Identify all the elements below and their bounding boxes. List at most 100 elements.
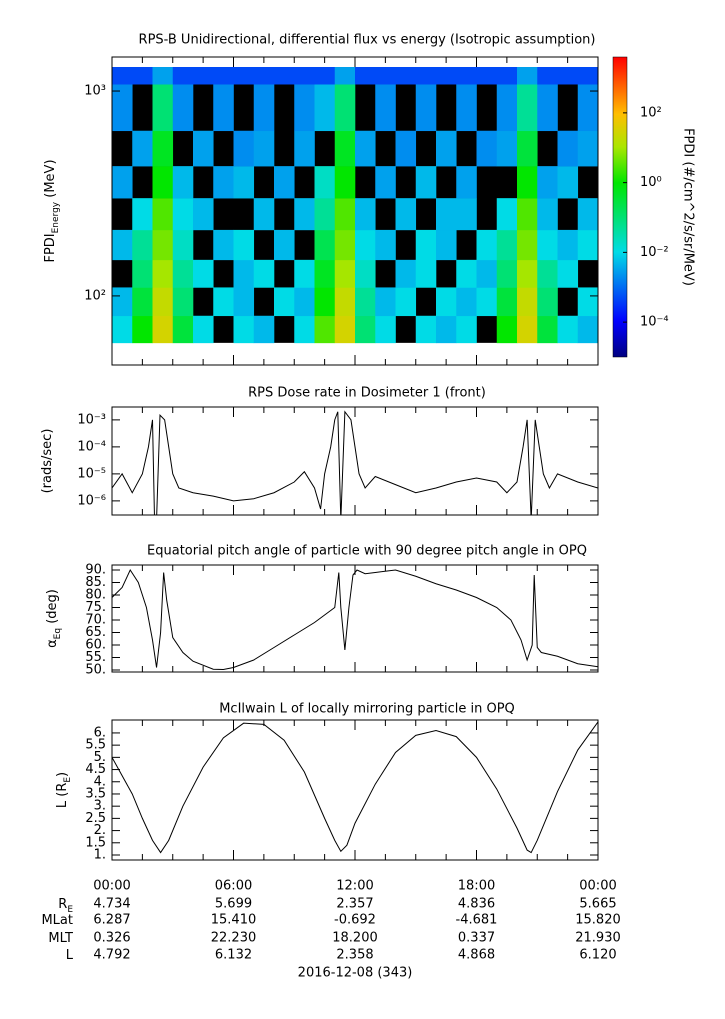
heatmap-cell — [395, 259, 417, 288]
heatmap-cell — [557, 259, 579, 288]
heatmap-cell — [496, 84, 518, 132]
heatmap-cell — [537, 287, 558, 317]
heatmap-cell — [577, 67, 599, 85]
heatmap-cell — [172, 259, 194, 288]
x-tick-label: 18:00 — [458, 879, 495, 894]
heatmap-cell — [233, 315, 255, 344]
ephemeris-row-label: MLT — [48, 931, 73, 946]
line-series — [112, 568, 598, 671]
heatmap-cell — [132, 198, 153, 231]
y-axis-label-sub: Energy — [51, 201, 61, 233]
y-tick-label: 10⁻³ — [77, 412, 106, 427]
heatmap-cell — [375, 229, 396, 261]
heatmap-cell — [415, 315, 437, 344]
heatmap-cell — [152, 229, 174, 261]
heatmap-cell — [233, 287, 255, 317]
heatmap-cell — [334, 166, 356, 199]
heatmap-cell — [152, 166, 174, 199]
y-tick-label: 90. — [85, 563, 106, 578]
heatmap-cell — [557, 130, 579, 167]
heatmap-cell — [253, 130, 275, 167]
heatmap-cell — [112, 315, 133, 344]
date-label: 2016-12-08 (343) — [298, 966, 413, 981]
heatmap-cell — [355, 287, 376, 317]
ephemeris-value: -0.692 — [334, 913, 376, 928]
x-tick-label: 00:00 — [579, 879, 616, 894]
heatmap-cell — [456, 67, 477, 85]
heatmap-cell — [537, 315, 558, 344]
heatmap-cell — [274, 287, 295, 317]
y-axis-label-sub: E — [63, 777, 73, 783]
heatmap-cell — [517, 130, 538, 167]
heatmap-cell — [456, 287, 477, 317]
heatmap-cell — [355, 198, 376, 231]
y-axis-label-main: L (R — [55, 783, 70, 808]
ephemeris-value: 2.358 — [336, 948, 373, 963]
heatmap-cell — [496, 198, 518, 231]
heatmap-cell — [112, 166, 133, 199]
y-tick-label: 75. — [85, 600, 106, 615]
y-tick-label: 80. — [85, 588, 106, 603]
y-axis-label-main: FPDI — [43, 233, 58, 262]
colorbar-tick-label: 10⁰ — [640, 175, 662, 190]
heatmap-cell — [152, 287, 174, 317]
heatmap-cell — [314, 229, 336, 261]
ephemeris-value: 4.734 — [93, 897, 130, 912]
ephemeris-label-text: L — [66, 948, 74, 963]
heatmap-cell — [193, 130, 214, 167]
y-axis-label-main: α — [45, 639, 60, 648]
heatmap-cell — [193, 315, 214, 344]
ephemeris-row-label: MLat — [41, 913, 73, 928]
heatmap-cell — [233, 229, 255, 261]
heatmap-cell — [152, 315, 174, 344]
heatmap-cell — [517, 259, 538, 288]
heatmap-cell — [314, 287, 336, 317]
y-tick-label: 3.5 — [85, 786, 106, 801]
ephemeris-label-text: MLat — [41, 913, 73, 928]
heatmap-cell — [233, 259, 255, 288]
ephemeris-value: 5.699 — [215, 897, 252, 912]
heatmap-cell — [233, 166, 255, 199]
heatmap-cell — [334, 130, 356, 167]
heatmap-cell — [132, 315, 153, 344]
heatmap-cell — [557, 67, 579, 85]
y-axis-label-rest: (deg) — [45, 589, 60, 628]
y-tick-label: 50. — [85, 663, 106, 678]
heatmap-cell — [537, 67, 558, 85]
ephemeris-value: 0.337 — [458, 931, 495, 946]
y-tick-label: 10³ — [84, 84, 106, 99]
heatmap-cell — [193, 259, 214, 288]
y-axis-label: L (RE) — [55, 772, 73, 808]
heatmap-cell — [233, 67, 255, 85]
heatmap-cell — [496, 259, 518, 288]
heatmap-cell — [314, 166, 336, 199]
heatmap-cell — [294, 67, 315, 85]
heatmap-cell — [496, 229, 518, 261]
colorbar — [612, 56, 628, 358]
heatmap-cell — [274, 166, 295, 199]
colorbar-tick-label: 10⁻² — [640, 245, 669, 260]
heatmap-cell — [517, 67, 538, 85]
heatmap-cell — [537, 259, 558, 288]
y-tick-label: 60. — [85, 638, 106, 653]
heatmap-cell — [456, 84, 477, 132]
y-axis-label-rest: ) — [55, 772, 70, 777]
heatmap-cell — [577, 315, 599, 344]
heatmap-cell — [172, 67, 194, 85]
heatmap-cell — [294, 287, 315, 317]
heatmap-cell — [294, 259, 315, 288]
heatmap-cell — [577, 130, 599, 167]
heatmap-cell — [314, 315, 336, 344]
heatmap-cell — [496, 130, 518, 167]
heatmap-cell — [334, 287, 356, 317]
heatmap-cell — [476, 130, 498, 167]
heatmap-cell — [334, 67, 356, 85]
heatmap-cell — [517, 287, 538, 317]
heatmap-cell — [577, 84, 599, 132]
colorbar-label: FPDI (#/cm^2/s/sr/MeV) — [681, 128, 696, 286]
heatmap-cell — [415, 259, 437, 288]
y-tick-label: 5. — [94, 750, 106, 765]
heatmap-cell — [132, 287, 153, 317]
ephemeris-value: 18.200 — [332, 931, 378, 946]
heatmap-cell — [334, 84, 356, 132]
